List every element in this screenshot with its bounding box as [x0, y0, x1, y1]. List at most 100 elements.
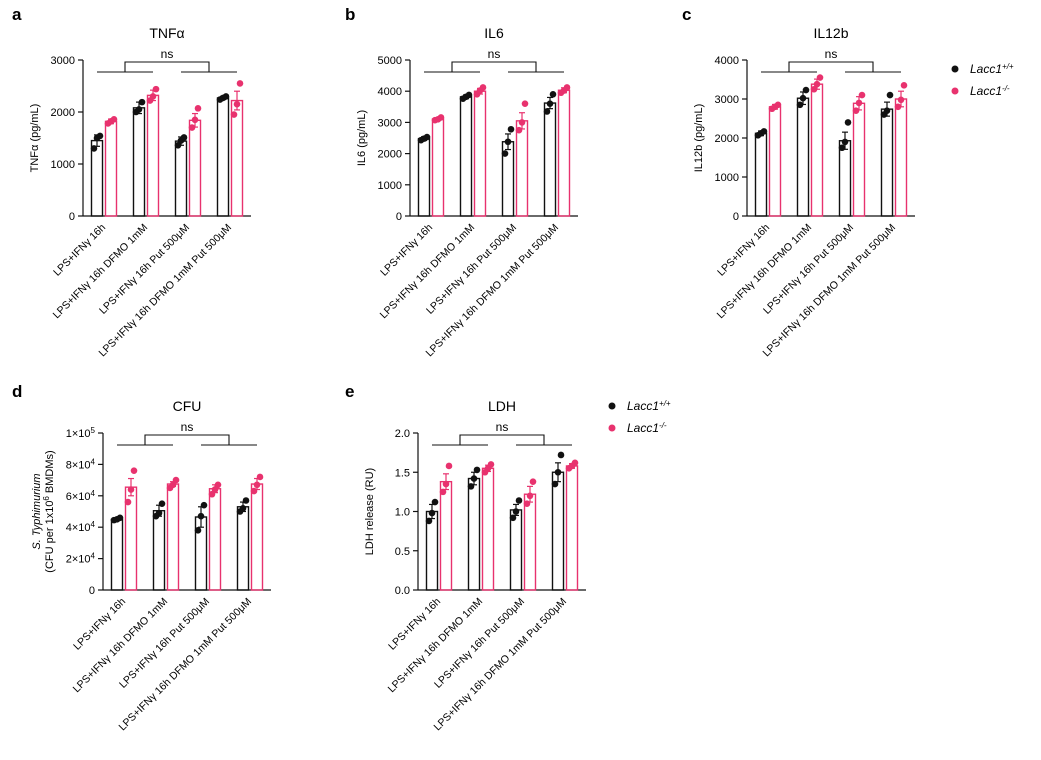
data-point	[504, 138, 512, 146]
data-point	[233, 100, 241, 108]
data-point	[155, 509, 163, 517]
y-tick-label: 0	[89, 585, 95, 597]
data-point	[437, 114, 445, 121]
bar	[509, 509, 523, 591]
legend-label: Lacc1+/+	[970, 62, 1014, 77]
data-point	[174, 141, 182, 149]
y-tick-label: 0.5	[395, 546, 410, 558]
y-tick-label: 5000	[378, 55, 402, 67]
bar	[146, 94, 160, 217]
bar	[90, 139, 104, 217]
data-point	[543, 108, 551, 115]
data-point	[191, 116, 199, 124]
chart-title: LDH	[488, 398, 516, 414]
bracket-line	[451, 61, 537, 72]
data-point	[760, 128, 768, 135]
data-point	[431, 498, 439, 506]
data-point	[110, 115, 118, 123]
data-point	[236, 80, 244, 87]
bar	[132, 107, 146, 217]
data-point	[470, 475, 478, 482]
data-point	[897, 96, 905, 104]
legend-label: Lacc1-/-	[627, 421, 667, 436]
significance-label: ns	[488, 47, 501, 61]
bar	[439, 480, 453, 591]
data-point	[546, 100, 554, 107]
data-point	[473, 466, 481, 474]
data-point	[465, 91, 473, 99]
y-tick-label: 0	[69, 211, 75, 223]
bar	[208, 488, 222, 591]
data-point	[515, 126, 523, 134]
bar	[557, 89, 571, 217]
chart-title: IL12b	[813, 25, 848, 41]
data-point	[197, 512, 205, 520]
bracket-line	[788, 61, 874, 72]
y-tick-label: 2000	[51, 107, 75, 119]
data-point	[551, 480, 559, 488]
legend: Lacc1+/+ Lacc1-/-	[951, 62, 1014, 99]
data-point	[90, 145, 98, 152]
bar	[796, 97, 810, 217]
data-point	[883, 107, 891, 114]
data-point	[515, 497, 523, 504]
data-point	[208, 490, 216, 498]
chart-title: TNFα	[149, 25, 184, 41]
data-point	[487, 461, 495, 468]
data-point	[554, 468, 562, 476]
bar	[551, 471, 565, 591]
y-tick-label: 6×104	[66, 488, 96, 503]
y-tick-label: 3000	[715, 94, 739, 106]
bracket-line	[459, 434, 545, 445]
bar	[880, 108, 894, 217]
data-point	[124, 498, 132, 506]
significance-label: ns	[825, 47, 838, 61]
data-point	[194, 527, 202, 534]
bar	[250, 483, 264, 591]
bar	[515, 120, 529, 217]
bar	[188, 119, 202, 217]
data-point	[180, 134, 188, 141]
data-point	[439, 488, 447, 496]
data-point	[250, 487, 258, 495]
panel-letter: a	[12, 5, 22, 24]
data-point	[138, 98, 146, 106]
panel-letter: b	[345, 5, 355, 24]
data-point	[512, 508, 520, 515]
data-point	[423, 133, 431, 141]
panel-letter: d	[12, 382, 22, 401]
y-tick-label: 4000	[715, 55, 739, 67]
bar	[565, 465, 579, 591]
data-point	[858, 91, 866, 99]
data-point	[428, 509, 436, 517]
bar	[417, 137, 431, 217]
significance-label: ns	[161, 47, 174, 61]
bar	[754, 132, 768, 217]
data-point	[135, 106, 143, 113]
data-point	[518, 119, 526, 126]
data-point	[557, 451, 565, 459]
panel-letter: c	[682, 5, 691, 24]
data-point	[239, 505, 247, 512]
data-point	[855, 99, 863, 107]
bar	[459, 96, 473, 217]
y-axis-label: (CFU per 1x106 BMDMs)	[42, 450, 57, 572]
data-point	[211, 486, 219, 493]
legend-label: Lacc1-/-	[970, 84, 1010, 99]
bar	[838, 140, 852, 217]
y-axis-label: IL6 (pg/mL)	[356, 110, 368, 166]
data-point	[222, 93, 230, 100]
data-point	[172, 476, 180, 484]
bar	[230, 99, 244, 217]
data-point	[529, 478, 537, 485]
data-point	[838, 144, 846, 152]
panel-d: d CFU 0 2×104 4×104 6×104 8×104 1×105 S. Typhimu…	[12, 382, 271, 733]
bar	[236, 506, 250, 591]
data-point	[127, 486, 135, 493]
bar	[216, 97, 230, 217]
significance-label: ns	[181, 420, 194, 434]
bar	[543, 102, 557, 217]
bar	[152, 510, 166, 591]
